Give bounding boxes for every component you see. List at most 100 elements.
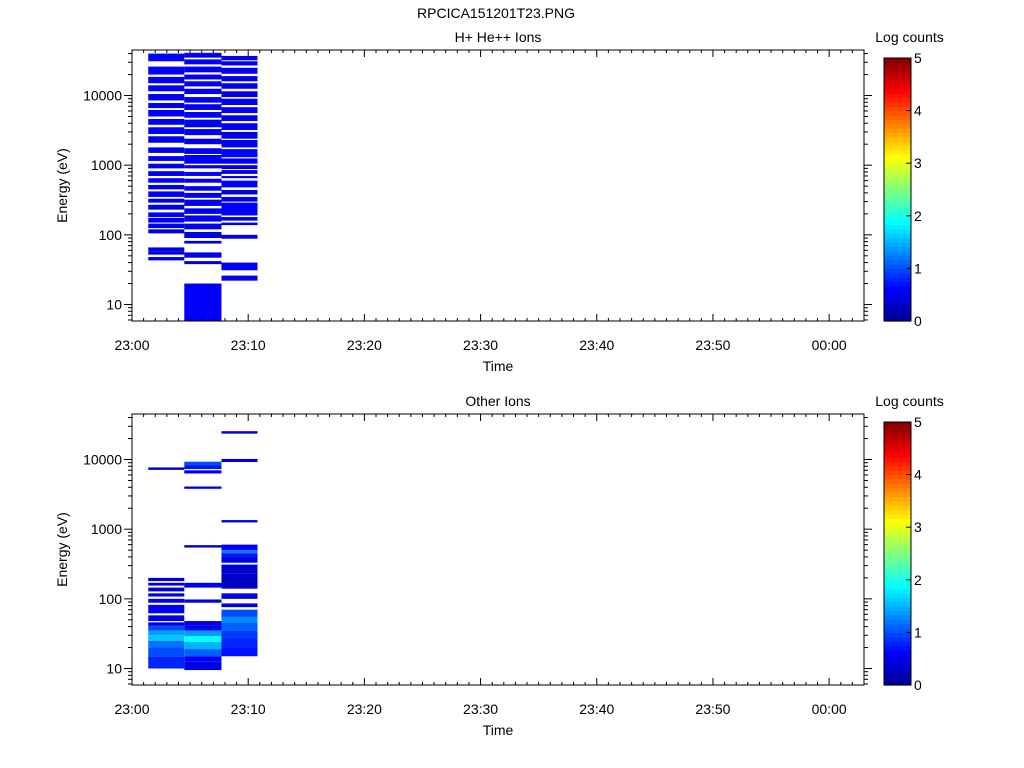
heatmap-cell xyxy=(221,149,258,158)
heatmap-cell xyxy=(184,104,222,110)
colorbar-segment xyxy=(884,303,911,309)
colorbar-segment xyxy=(884,500,911,506)
colorbar-frame xyxy=(883,57,912,322)
heatmap-cell xyxy=(184,630,222,637)
colorbar-segment xyxy=(884,592,911,598)
colorbar-segment xyxy=(884,461,911,467)
colorbar-segment xyxy=(884,176,911,182)
colorbar-segment xyxy=(884,88,911,94)
colorbar-frame xyxy=(883,421,912,686)
colorbar-segment xyxy=(884,58,911,63)
heatmap-cell xyxy=(184,283,222,321)
heatmap-cell xyxy=(148,615,185,622)
heatmap-cell xyxy=(148,217,185,223)
colorbar-segment xyxy=(884,158,911,164)
heatmap-cell xyxy=(184,129,222,136)
x-tick-label: 23:20 xyxy=(347,337,382,353)
x-tick-label: 23:40 xyxy=(579,701,614,717)
colorbar-segment xyxy=(884,487,911,493)
colorbar-segment xyxy=(884,478,911,484)
heatmap-cell xyxy=(184,97,222,103)
colorbar-segment xyxy=(884,294,911,300)
colorbar-segment xyxy=(884,290,911,296)
heatmap-cell xyxy=(148,630,185,636)
heatmap-cell xyxy=(184,261,222,265)
heatmap-cell xyxy=(148,119,185,125)
heatmap-cell xyxy=(221,564,258,574)
panel-title: H+ He++ Ions xyxy=(455,29,542,45)
colorbar-segment xyxy=(884,307,911,313)
colorbar-segment xyxy=(884,250,911,256)
heatmap-cell xyxy=(148,604,185,614)
heatmap-cell xyxy=(221,623,258,631)
heatmap-cell xyxy=(184,636,222,643)
heatmap-cell xyxy=(148,94,185,101)
colorbar-segment xyxy=(884,163,911,169)
colorbar-segment xyxy=(884,422,911,427)
heatmap-cell xyxy=(148,191,185,197)
heatmap-cell xyxy=(184,192,222,198)
colorbar-segment xyxy=(884,658,911,664)
colorbar-label: Log counts xyxy=(875,393,944,409)
colorbar-tick-label: 5 xyxy=(914,414,922,430)
colorbar-segment xyxy=(884,597,911,603)
colorbar-segment xyxy=(884,535,911,541)
heatmap-cell xyxy=(148,647,185,657)
colorbar-segment xyxy=(884,106,911,112)
colorbar-segment xyxy=(884,246,911,252)
heatmap-cell xyxy=(221,175,258,179)
panel-title: Other Ions xyxy=(465,393,530,409)
x-tick-label: 23:20 xyxy=(347,701,382,717)
colorbar-segment xyxy=(884,544,911,550)
heatmap-cell xyxy=(148,85,185,92)
heatmap-cell xyxy=(184,199,222,206)
heatmap-cell xyxy=(221,107,258,114)
heatmap-cell xyxy=(148,587,185,592)
colorbar-segment xyxy=(884,114,911,120)
colorbar-tick-label: 0 xyxy=(914,677,922,693)
heatmap-cell xyxy=(221,553,258,557)
heatmap-cell xyxy=(148,257,185,261)
heatmap-cell xyxy=(221,544,258,551)
colorbar-segment xyxy=(884,132,911,138)
colorbar-segment xyxy=(884,549,911,555)
heatmap-cell xyxy=(221,180,258,188)
heatmap-cell xyxy=(221,202,258,216)
colorbar-segment xyxy=(884,233,911,239)
colorbar-label: Log counts xyxy=(875,29,944,45)
colorbar-segment xyxy=(884,562,911,568)
colorbar-segment xyxy=(884,676,911,682)
panel-other-ions: 23:00 23:10 23:20 23:30 23:40 23:50 00:0010100… xyxy=(54,393,944,738)
colorbar-segment xyxy=(884,671,911,677)
heatmap-cell xyxy=(148,178,185,183)
colorbar-segment xyxy=(884,557,911,563)
y-tick-label: 100 xyxy=(99,591,123,607)
panel-h-he-ions: 23:00 23:10 23:20 23:30 23:40 23:50 00:0010100… xyxy=(54,29,944,374)
colorbar-segment xyxy=(884,145,911,151)
heatmap-cell xyxy=(221,123,258,130)
colorbar-segment xyxy=(884,75,911,81)
heatmap-cell xyxy=(148,53,185,62)
colorbar-segment xyxy=(884,93,911,99)
colorbar-segment xyxy=(884,443,911,449)
heatmap-cell xyxy=(221,234,258,239)
colorbar-segment xyxy=(884,579,911,585)
colorbar-segment xyxy=(884,667,911,673)
heatmap-cell xyxy=(148,625,185,631)
colorbar-segment xyxy=(884,430,911,436)
heatmap-cell xyxy=(184,486,222,489)
colorbar-segment xyxy=(884,150,911,156)
heatmap-cell xyxy=(148,593,185,597)
colorbar-segment xyxy=(884,527,911,533)
colorbar-segment xyxy=(884,426,911,432)
colorbar-segment xyxy=(884,207,911,213)
colorbar-segment xyxy=(884,584,911,590)
colorbar-segment xyxy=(884,255,911,261)
y-tick-label: 10000 xyxy=(83,452,122,468)
colorbar-segment xyxy=(884,242,911,248)
colorbar-segment xyxy=(884,123,911,129)
colorbar-segment xyxy=(884,606,911,612)
heatmap-cell xyxy=(184,186,222,191)
heatmap-cell xyxy=(221,196,258,202)
y-axis-label: Energy (eV) xyxy=(54,512,70,587)
